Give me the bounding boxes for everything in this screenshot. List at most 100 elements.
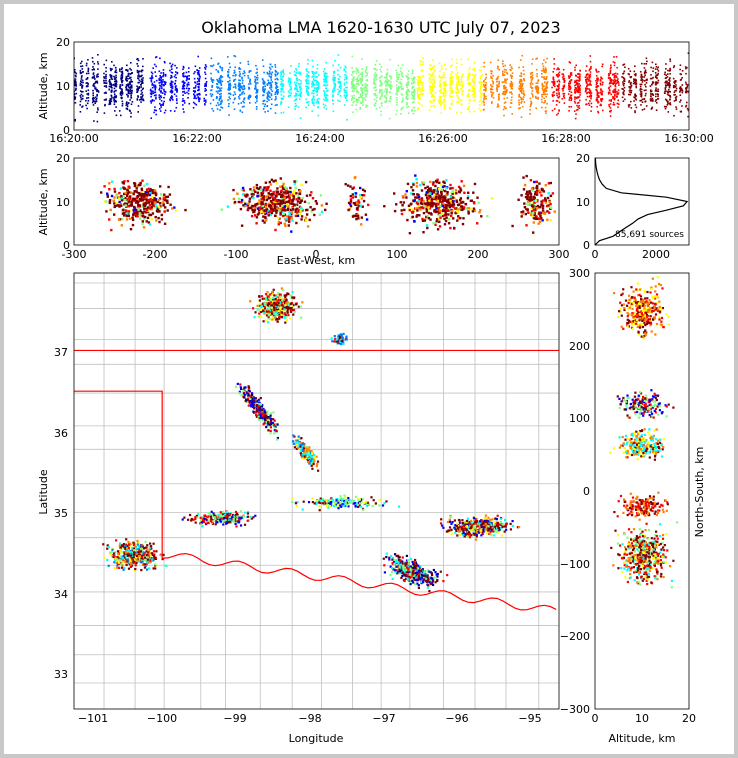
time-altitude-source-point [110, 95, 113, 97]
time-altitude-source-point [298, 85, 301, 88]
ew-altitude-source-point [144, 191, 147, 194]
time-altitude-source-point [612, 61, 615, 63]
ew-altitude-source-point [150, 218, 153, 221]
time-altitude-source-point [518, 80, 521, 83]
time-altitude-source-point [537, 79, 540, 81]
time-altitude-source-point [577, 90, 580, 93]
time-altitude-source-point [115, 76, 117, 79]
time-altitude-source-point [429, 92, 431, 94]
time-altitude-source-point [298, 79, 300, 81]
time-altitude-source-point [305, 106, 307, 109]
time-altitude-source-point [651, 61, 654, 64]
ew-altitude-source-point [267, 197, 271, 200]
ew-altitude-source-point [304, 216, 308, 219]
ew-altitude-source-point [125, 203, 129, 206]
time-altitude-source-point [262, 89, 264, 92]
ew-altitude-source-point [137, 213, 140, 216]
ew-altitude-source-point [290, 230, 293, 233]
time-altitude-source-point [617, 92, 620, 94]
time-altitude-source-point [460, 99, 463, 101]
ew-altitude-source-point [120, 199, 124, 202]
time-altitude-source-point [461, 93, 463, 96]
time-altitude-source-point [655, 102, 658, 104]
time-altitude-source-point [664, 71, 666, 74]
time-altitude-source-point [575, 83, 577, 86]
time-altitude-source-point [411, 93, 413, 95]
time-altitude-source-point [274, 112, 277, 114]
time-altitude-source-point [444, 85, 446, 87]
ew-altitude-source-point [266, 188, 269, 191]
time-altitude-source-point [198, 83, 201, 86]
time-altitude-source-point [439, 89, 441, 92]
time-altitude-source-point [115, 84, 117, 86]
time-altitude-source-point [668, 79, 670, 81]
time-altitude-source-point [579, 94, 581, 96]
time-altitude-source-point [558, 95, 561, 97]
time-altitude-source-point [250, 70, 252, 72]
ew-altitude-source-point [264, 205, 268, 209]
time-altitude-source-point [97, 75, 99, 78]
time-altitude-source-point [300, 72, 302, 74]
time-altitude-source-point [654, 76, 657, 79]
ew-altitude-source-point [299, 200, 303, 203]
time-altitude-source-point [323, 68, 326, 70]
ew-altitude-source-point [154, 203, 157, 206]
time-altitude-source-point [312, 75, 314, 77]
time-altitude-source-point [502, 65, 505, 68]
time-altitude-source-point [215, 97, 218, 100]
ew-altitude-source-point [305, 213, 309, 216]
time-altitude-source-point [79, 82, 82, 85]
time-altitude-source-point [183, 102, 186, 104]
time-altitude-source-point [317, 88, 320, 90]
time-altitude-source-point [596, 90, 599, 93]
time-altitude-source-point [175, 76, 177, 79]
ew-altitude-source-point [352, 186, 356, 189]
ew-altitude-source-point [275, 182, 279, 185]
time-altitude-source-point [103, 76, 105, 78]
time-altitude-source-point [113, 90, 116, 92]
time-altitude-source-point [568, 106, 571, 108]
time-altitude-source-point [125, 77, 128, 79]
time-altitude-source-point [155, 96, 157, 99]
time-altitude-source-point [492, 82, 494, 85]
ew-altitude-source-point [139, 199, 142, 202]
time-altitude-source-point [248, 95, 250, 97]
time-altitude-source-point [558, 110, 560, 112]
time-altitude-source-point [468, 108, 470, 111]
time-altitude-source-point [586, 88, 589, 90]
ew-altitude-source-point [120, 194, 123, 198]
time-altitude-source-point [505, 69, 507, 71]
time-altitude-source-point [432, 89, 434, 92]
ew-altitude-source-point [260, 203, 263, 206]
time-altitude-source-point [675, 95, 678, 98]
time-altitude-source-point [395, 104, 398, 106]
time-altitude-source-point [496, 76, 499, 79]
time-altitude-source-point [120, 91, 122, 93]
time-altitude-source-point [590, 110, 592, 112]
time-altitude-source-point [623, 89, 625, 92]
ew-altitude-source-point [263, 221, 266, 224]
time-altitude-source-point [308, 75, 310, 77]
ew-altitude-source-point [297, 208, 300, 212]
ew-altitude-source-point [282, 199, 285, 202]
time-altitude-source-point [635, 86, 638, 89]
time-altitude-source-point [428, 77, 431, 79]
time-altitude-source-point [634, 93, 636, 95]
ew-altitude-source-point [120, 196, 123, 200]
time-altitude-source-point [422, 81, 424, 84]
figure: Oklahoma LMA 1620-1630 UTC July 07, 2023… [37, 18, 714, 745]
time-altitude-source-point [576, 102, 579, 104]
time-altitude-source-point [154, 71, 156, 73]
time-altitude-source-point [274, 93, 276, 95]
time-altitude-source-point [418, 84, 420, 87]
time-altitude-source-point [511, 93, 513, 95]
time-altitude-source-point [503, 68, 506, 71]
time-altitude-source-point [361, 73, 363, 75]
time-altitude-source-point [263, 89, 265, 91]
time-altitude-source-point [266, 71, 269, 74]
ew-altitude-source-point [125, 218, 129, 221]
time-altitude-source-point [396, 94, 399, 96]
time-altitude-source-point [297, 106, 300, 108]
time-altitude-source-point [343, 84, 346, 86]
time-altitude-source-point [151, 100, 154, 102]
